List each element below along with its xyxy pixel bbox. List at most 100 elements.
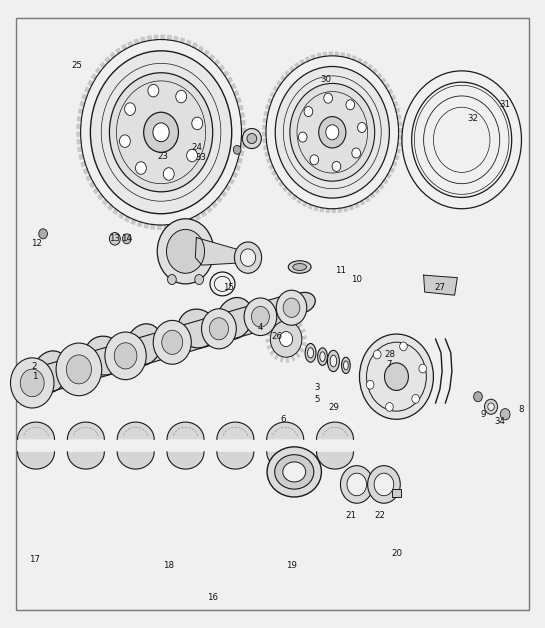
Polygon shape (96, 68, 101, 73)
Polygon shape (288, 315, 293, 322)
Circle shape (368, 465, 400, 503)
Polygon shape (238, 106, 243, 110)
Polygon shape (158, 225, 161, 229)
Polygon shape (300, 60, 304, 65)
Circle shape (136, 162, 147, 175)
Polygon shape (263, 118, 267, 122)
Polygon shape (295, 352, 301, 359)
Polygon shape (100, 62, 105, 68)
Circle shape (56, 343, 102, 396)
Polygon shape (381, 78, 386, 83)
Polygon shape (347, 54, 350, 58)
Circle shape (341, 465, 373, 503)
Polygon shape (92, 74, 97, 80)
Polygon shape (391, 95, 395, 100)
Polygon shape (264, 146, 268, 149)
Polygon shape (204, 50, 209, 56)
Circle shape (123, 234, 131, 244)
Circle shape (310, 154, 319, 165)
Polygon shape (317, 452, 354, 469)
Circle shape (233, 146, 241, 154)
Text: 26: 26 (271, 332, 282, 341)
Polygon shape (267, 422, 304, 440)
Polygon shape (263, 139, 267, 143)
Circle shape (384, 363, 408, 391)
Polygon shape (371, 193, 374, 198)
Ellipse shape (288, 261, 311, 273)
Polygon shape (338, 208, 341, 212)
Polygon shape (267, 158, 271, 163)
Ellipse shape (330, 355, 337, 367)
Circle shape (474, 392, 482, 402)
Text: 31: 31 (500, 100, 511, 109)
Polygon shape (117, 452, 154, 469)
Text: 30: 30 (320, 75, 331, 84)
Polygon shape (223, 71, 228, 77)
Polygon shape (301, 342, 306, 347)
Circle shape (175, 90, 186, 103)
Polygon shape (68, 422, 104, 440)
Polygon shape (17, 452, 54, 469)
Polygon shape (377, 73, 382, 78)
Polygon shape (125, 216, 130, 222)
Polygon shape (335, 52, 338, 56)
Polygon shape (174, 36, 178, 41)
Text: 5: 5 (314, 395, 320, 404)
Polygon shape (135, 39, 138, 45)
Polygon shape (77, 124, 81, 129)
Circle shape (324, 93, 332, 103)
Ellipse shape (307, 348, 313, 358)
Text: 12: 12 (31, 239, 41, 248)
Polygon shape (241, 136, 245, 140)
Text: 1: 1 (32, 372, 37, 381)
Polygon shape (317, 422, 354, 440)
Polygon shape (209, 55, 214, 60)
Text: 6: 6 (281, 414, 286, 424)
Ellipse shape (343, 361, 348, 370)
Polygon shape (323, 52, 326, 57)
Ellipse shape (283, 462, 306, 482)
Polygon shape (332, 208, 335, 212)
Polygon shape (217, 422, 254, 440)
Polygon shape (363, 61, 367, 66)
Polygon shape (77, 133, 81, 136)
Polygon shape (299, 347, 305, 353)
Polygon shape (164, 225, 168, 229)
Text: 15: 15 (223, 283, 234, 292)
Text: 9: 9 (481, 409, 486, 419)
Circle shape (280, 332, 293, 347)
Polygon shape (77, 117, 82, 121)
Polygon shape (177, 222, 181, 227)
Circle shape (153, 320, 191, 364)
Polygon shape (141, 37, 145, 42)
Circle shape (414, 85, 509, 194)
Circle shape (283, 298, 300, 317)
Circle shape (419, 364, 427, 373)
Polygon shape (122, 45, 126, 50)
Circle shape (164, 168, 174, 180)
Text: 2: 2 (32, 362, 37, 371)
Polygon shape (235, 165, 240, 170)
Polygon shape (167, 35, 171, 40)
Polygon shape (214, 60, 220, 65)
Polygon shape (80, 102, 84, 107)
Polygon shape (240, 113, 244, 117)
Polygon shape (161, 35, 165, 40)
Polygon shape (375, 188, 379, 193)
Polygon shape (352, 56, 356, 60)
Polygon shape (167, 422, 204, 440)
Circle shape (148, 84, 159, 97)
Polygon shape (314, 206, 318, 210)
Polygon shape (267, 452, 304, 469)
Text: 25: 25 (71, 61, 82, 70)
Ellipse shape (293, 264, 306, 271)
Polygon shape (195, 237, 251, 265)
Polygon shape (293, 318, 298, 325)
Text: 4: 4 (258, 323, 263, 332)
Circle shape (298, 132, 307, 142)
Polygon shape (398, 129, 402, 133)
Polygon shape (423, 275, 457, 295)
Text: 29: 29 (328, 404, 339, 413)
Text: 27: 27 (434, 283, 445, 292)
Polygon shape (192, 43, 197, 48)
